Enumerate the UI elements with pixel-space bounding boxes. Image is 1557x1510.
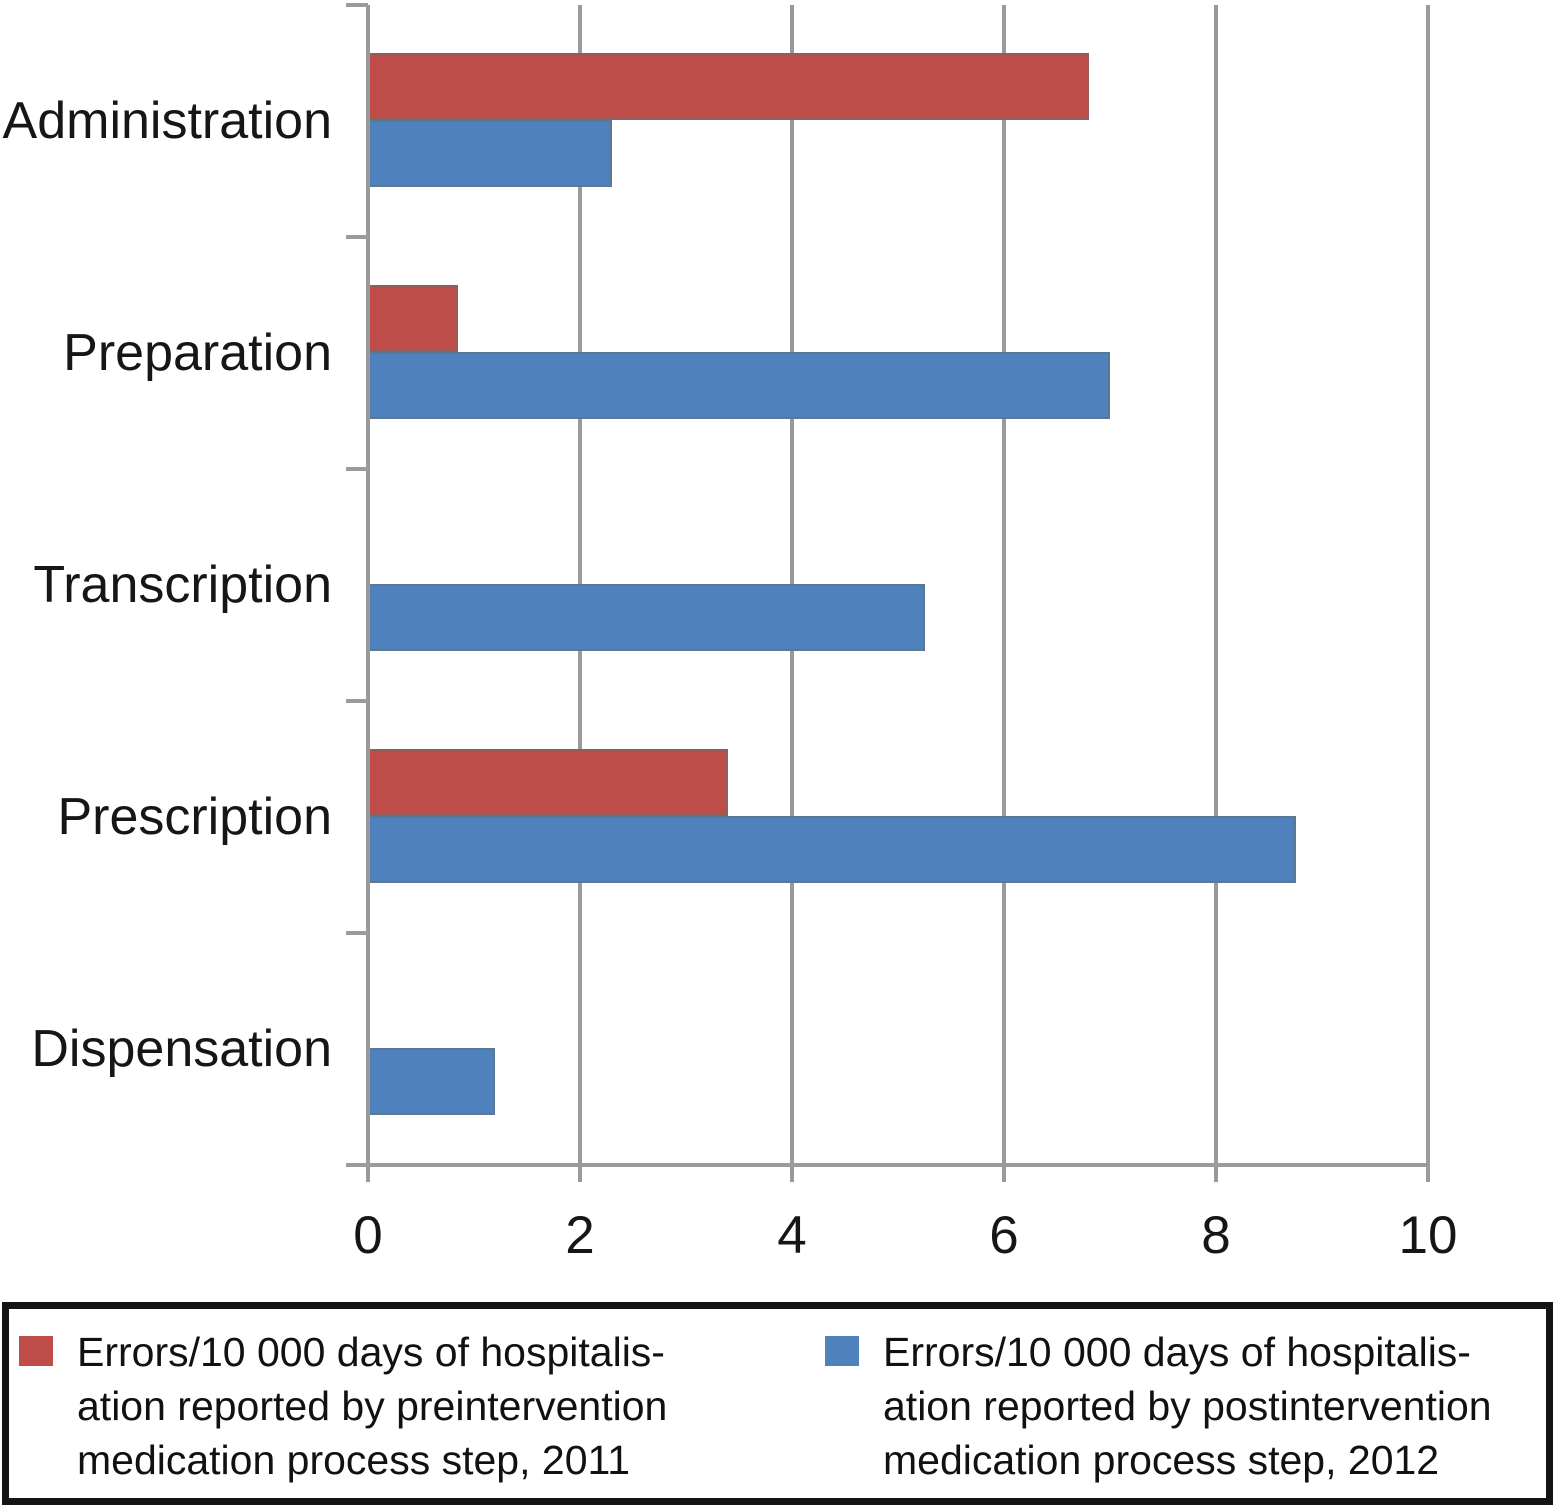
legend-line: medication process step, 2011 bbox=[77, 1437, 631, 1483]
legend-swatch-postintervention-2012 bbox=[825, 1336, 859, 1366]
x-axis-tick bbox=[1426, 1163, 1430, 1182]
category-label: Transcription bbox=[33, 556, 332, 614]
y-axis-tick bbox=[346, 3, 368, 7]
x-tick-label: 6 bbox=[989, 1206, 1019, 1265]
category-label: Prescription bbox=[57, 788, 332, 846]
x-tick-label: 2 bbox=[565, 1206, 595, 1265]
x-tick-label: 4 bbox=[777, 1206, 807, 1265]
legend-entry-preintervention-2011: Errors/10 000 days of hospitalis- ation … bbox=[19, 1325, 667, 1487]
legend-line: ation reported by preintervention bbox=[77, 1383, 668, 1429]
x-axis-tick bbox=[1002, 1163, 1006, 1182]
legend-swatch-preintervention-2011 bbox=[19, 1336, 53, 1366]
legend: Errors/10 000 days of hospitalis- ation … bbox=[2, 1302, 1553, 1505]
y-axis-tick bbox=[346, 467, 368, 471]
y-axis-tick bbox=[346, 931, 368, 935]
bar-postintervention-2012 bbox=[368, 816, 1296, 883]
x-tick-label: 8 bbox=[1201, 1206, 1231, 1265]
legend-line: Errors/10 000 days of hospitalis- bbox=[883, 1329, 1471, 1375]
legend-label-postintervention-2012: Errors/10 000 days of hospitalis- ation … bbox=[883, 1325, 1492, 1487]
category-label: Preparation bbox=[63, 324, 332, 382]
bar-postintervention-2012 bbox=[368, 584, 925, 651]
bar-postintervention-2012 bbox=[368, 352, 1110, 419]
bar-preintervention-2011 bbox=[368, 749, 729, 816]
y-axis-tick bbox=[346, 699, 368, 703]
category-label: Administration bbox=[2, 92, 332, 150]
bar-postintervention-2012 bbox=[368, 1048, 496, 1115]
y-axis-line bbox=[366, 5, 370, 1165]
legend-label-preintervention-2011: Errors/10 000 days of hospitalis- ation … bbox=[77, 1325, 667, 1487]
plot-area: 0 2 4 6 8 10 bbox=[346, 3, 1457, 1262]
gridline bbox=[1002, 5, 1006, 1165]
gridline bbox=[1426, 5, 1430, 1165]
category-axis-labels: Administration Preparation Transcription Pr… bbox=[0, 5, 332, 1165]
legend-entry-postintervention-2012: Errors/10 000 days of hospitalis- ation … bbox=[825, 1325, 1492, 1487]
x-axis-tick bbox=[790, 1163, 794, 1182]
gridline bbox=[1214, 5, 1218, 1165]
legend-line: medication process step, 2012 bbox=[883, 1437, 1440, 1483]
x-axis-tick bbox=[578, 1163, 582, 1182]
legend-line: ation reported by postintervention bbox=[883, 1383, 1492, 1429]
x-axis-tick bbox=[366, 1163, 370, 1182]
bar-row bbox=[368, 933, 1428, 1165]
legend-line: Errors/10 000 days of hospitalis- bbox=[77, 1329, 665, 1375]
x-tick-label: 10 bbox=[1398, 1206, 1458, 1265]
y-axis-tick bbox=[346, 235, 368, 239]
category-label: Dispensation bbox=[31, 1020, 332, 1078]
bar-postintervention-2012 bbox=[368, 120, 612, 187]
x-axis-line bbox=[346, 1163, 1428, 1167]
bar-row bbox=[368, 469, 1428, 701]
x-axis-tick bbox=[1214, 1163, 1218, 1182]
bar-preintervention-2011 bbox=[368, 285, 459, 352]
bar-row bbox=[368, 701, 1428, 933]
bar-preintervention-2011 bbox=[368, 53, 1089, 120]
x-tick-label: 0 bbox=[353, 1206, 383, 1265]
bar-row bbox=[368, 5, 1428, 237]
bar-row bbox=[368, 237, 1428, 469]
